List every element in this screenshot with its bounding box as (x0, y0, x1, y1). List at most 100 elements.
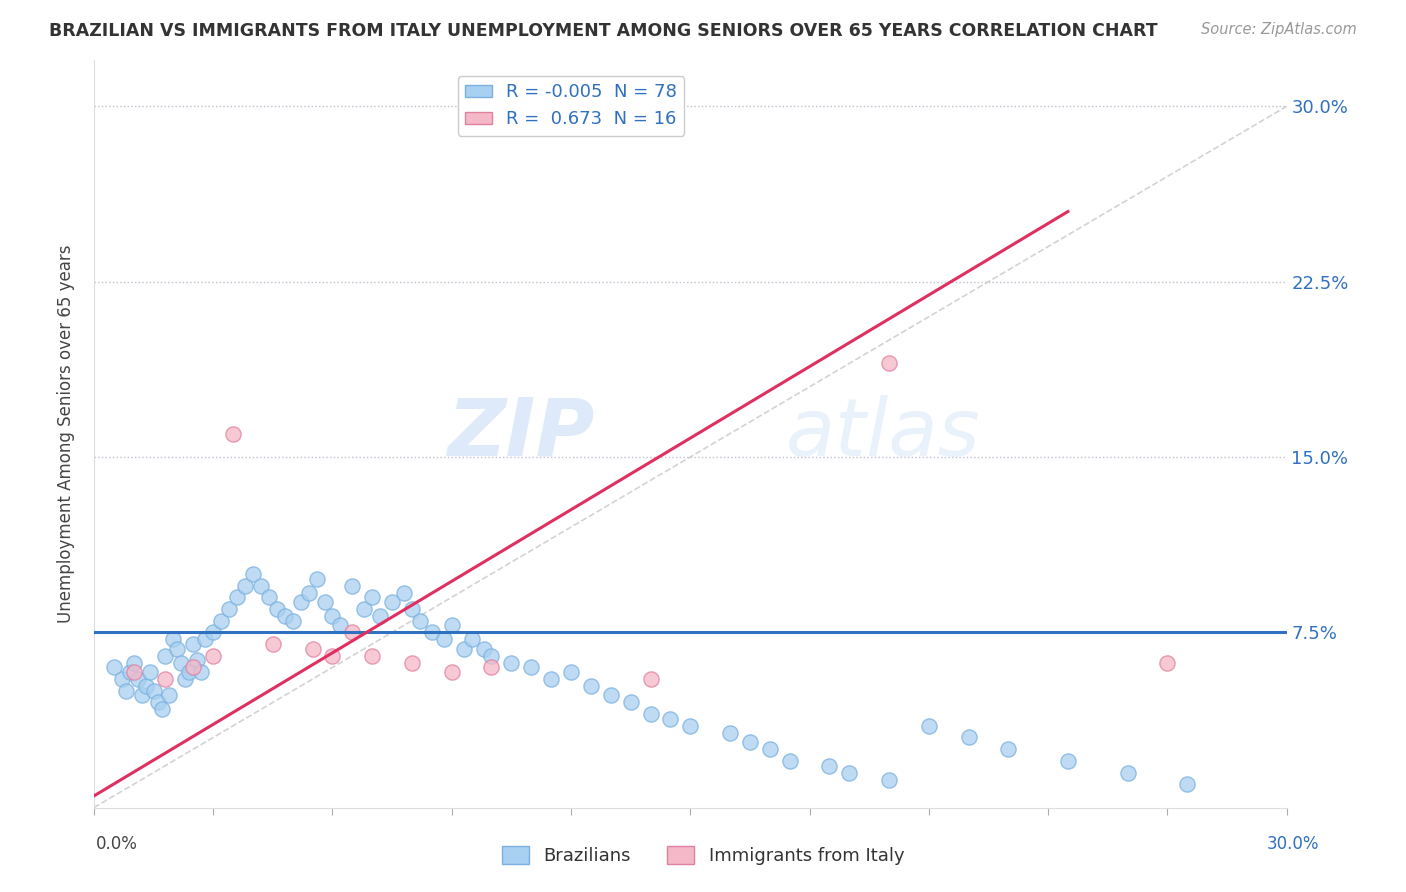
Point (226, 591, 249, 605)
Point (170, 656, 193, 670)
Point (142, 683, 165, 698)
Point (122, 656, 145, 670)
Point (194, 632, 217, 647)
Legend: Brazilians, Immigrants from Italy: Brazilians, Immigrants from Italy (495, 838, 911, 872)
Point (218, 602, 240, 616)
Point (640, 672, 662, 686)
Point (190, 665, 212, 679)
Point (181, 637, 204, 651)
Point (1175, 777, 1198, 791)
Point (918, 719, 941, 733)
Point (159, 689, 181, 703)
Point (997, 742, 1019, 756)
Point (877, 772, 900, 787)
Legend: R = -0.005  N = 78, R =  0.673  N = 16: R = -0.005 N = 78, R = 0.673 N = 16 (457, 76, 685, 136)
Point (281, 614, 304, 628)
Point (460, 632, 482, 647)
Point (353, 602, 375, 616)
Y-axis label: Unemployment Among Seniors over 65 years: Unemployment Among Seniors over 65 years (58, 244, 75, 623)
Point (266, 602, 288, 616)
Point (472, 641, 495, 656)
Point (361, 591, 384, 605)
Point (135, 679, 157, 693)
Text: BRAZILIAN VS IMMIGRANTS FROM ITALY UNEMPLOYMENT AMONG SENIORS OVER 65 YEARS CORR: BRAZILIAN VS IMMIGRANTS FROM ITALY UNEMP… (49, 22, 1157, 40)
Point (305, 572, 328, 586)
Point (209, 614, 232, 628)
Point (501, 656, 523, 670)
Point (818, 758, 841, 772)
Point (957, 731, 980, 745)
Point (440, 665, 463, 679)
Point (155, 648, 177, 663)
Point (640, 707, 662, 722)
Point (127, 672, 149, 686)
Point (401, 656, 423, 670)
Point (877, 356, 900, 370)
Point (122, 665, 145, 679)
Point (481, 648, 503, 663)
Point (321, 609, 343, 624)
Point (659, 712, 682, 726)
Point (368, 609, 391, 624)
Point (138, 665, 160, 679)
Point (118, 665, 141, 679)
Point (453, 641, 475, 656)
Point (679, 719, 702, 733)
Point (540, 672, 562, 686)
Point (155, 672, 177, 686)
Point (620, 695, 643, 709)
Text: 0.0%: 0.0% (96, 835, 138, 853)
Point (174, 672, 197, 686)
Point (111, 672, 134, 686)
Point (150, 702, 173, 716)
Point (242, 566, 264, 581)
Point (409, 614, 432, 628)
Point (202, 648, 225, 663)
Point (420, 625, 443, 640)
Point (1116, 765, 1139, 780)
Point (599, 689, 621, 703)
Point (738, 735, 761, 749)
Point (179, 665, 201, 679)
Point (257, 591, 280, 605)
Point (520, 660, 543, 674)
Point (233, 578, 256, 592)
Point (481, 660, 503, 674)
Point (361, 648, 384, 663)
Text: Source: ZipAtlas.com: Source: ZipAtlas.com (1201, 22, 1357, 37)
Point (758, 742, 780, 756)
Point (838, 765, 860, 780)
Point (329, 618, 352, 632)
Point (342, 578, 364, 592)
Point (162, 632, 184, 647)
Point (290, 595, 312, 609)
Point (779, 754, 801, 768)
Point (401, 602, 423, 616)
Point (297, 585, 319, 599)
Point (579, 679, 602, 693)
Point (186, 653, 208, 667)
Point (718, 726, 741, 740)
Text: atlas: atlas (786, 394, 980, 473)
Point (146, 695, 169, 709)
Point (321, 648, 343, 663)
Point (262, 637, 284, 651)
Point (250, 578, 273, 592)
Point (131, 689, 153, 703)
Point (202, 625, 225, 640)
Point (222, 426, 245, 441)
Text: ZIP: ZIP (447, 394, 595, 473)
Point (301, 641, 323, 656)
Point (381, 595, 404, 609)
Point (274, 609, 297, 624)
Point (114, 683, 136, 698)
Point (166, 641, 188, 656)
Point (314, 595, 336, 609)
Point (342, 625, 364, 640)
Point (433, 632, 456, 647)
Text: 30.0%: 30.0% (1267, 835, 1319, 853)
Point (392, 585, 415, 599)
Point (181, 660, 204, 674)
Point (560, 665, 582, 679)
Point (1156, 656, 1178, 670)
